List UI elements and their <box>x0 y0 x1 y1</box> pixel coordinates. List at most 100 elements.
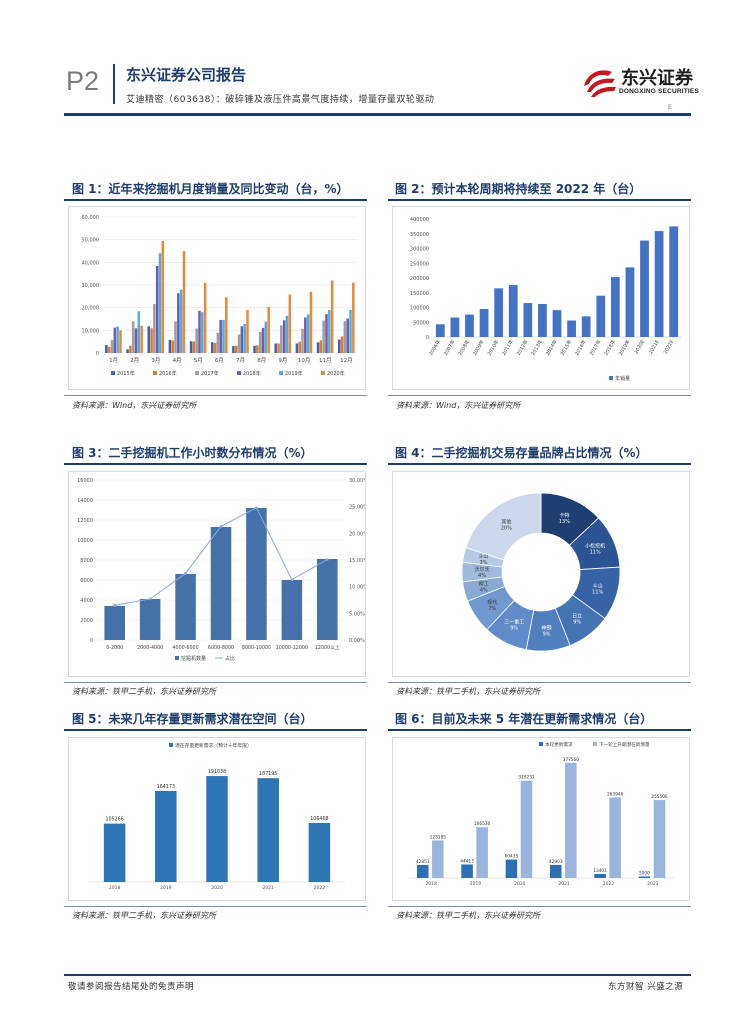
figure-2-title: 图 2：预计本轮周期将持续至 2022 年（台） <box>395 182 642 196</box>
y2-tick-label: 20.00% <box>349 531 365 537</box>
figure-4-source-rule <box>388 682 691 683</box>
x-tick-label: 2000-4000 <box>137 645 163 651</box>
bar <box>567 320 576 337</box>
report-subtitle: 艾迪精密（603638）：破碎锤及液压件高景气度持续，增量存量双轮驱动 <box>126 95 435 105</box>
figure-2-chart: 0 50000 100000 150000 200000 250000 300000 3500… <box>392 206 690 390</box>
bar <box>225 297 228 353</box>
x-tick-label: 2022 <box>603 881 615 887</box>
x-tick-label: 2012年 <box>515 338 530 356</box>
data-label: 105266 <box>105 817 123 823</box>
legend-label: 下一轮上升期潜在新增量 <box>599 741 650 748</box>
figure-3-chart: 0 2000 4000 6000 8000 10000 12000 14000 16000 0.0… <box>68 471 368 677</box>
y-tick-label: 0 <box>96 351 99 357</box>
x-tick-label: 1月 <box>109 357 118 364</box>
figure-3-source: 资料来源：铁甲二手机，东兴证券研究所 <box>72 687 216 696</box>
bar <box>246 309 249 353</box>
x-tick-label: 2月 <box>130 357 139 364</box>
figure-4-chart: 卡特 13% 小松挖机 11% 斗山 11% 日立 9% 神钢 9% 三一重工 9% 现代 7% 柳工 4% 沃… <box>392 471 690 677</box>
figure-5-chart: 潜在存量更新需求（预计十年年限） 105266 2018 164173 2019 1910… <box>68 737 366 901</box>
legend-swatch <box>153 371 157 375</box>
figure-2-source: 资料来源：Wind，东兴证券研究所 <box>396 401 521 410</box>
y-tick-label: 200000 <box>410 276 429 282</box>
bar <box>328 309 331 353</box>
bar <box>282 320 286 353</box>
bar <box>198 310 201 353</box>
bar <box>140 325 143 353</box>
report-type-title: 东兴证券公司报告 <box>126 66 247 84</box>
legend-label: 挖掘机数量 <box>181 655 206 662</box>
bar <box>280 325 283 353</box>
bar <box>596 295 606 337</box>
x-tick-label: 8000-10000 <box>242 645 271 651</box>
x-tick-label: 2018 <box>109 885 121 891</box>
slice-value: 4% <box>480 588 488 594</box>
bar <box>258 331 262 353</box>
x-tick-label: 2016年 <box>573 338 588 356</box>
data-label: 263946 <box>607 791 624 797</box>
data-label: 187195 <box>259 771 277 777</box>
bar <box>177 293 180 353</box>
footer-rule <box>64 974 691 976</box>
figure-5-title: 图 5：未来几年存量更新需求潜在空间（台） <box>72 712 313 726</box>
x-tick-label: 2022 <box>314 885 326 891</box>
bar <box>520 780 533 878</box>
bar <box>330 280 334 353</box>
x-tick-label: 10000-12000 <box>276 645 308 651</box>
bar <box>155 265 159 353</box>
bar <box>343 321 347 353</box>
bar <box>654 231 664 337</box>
bar <box>298 341 301 353</box>
data-label: 60435 <box>505 854 519 860</box>
slice-value: 11% <box>590 550 601 556</box>
legend-label: 2015年 <box>117 370 135 377</box>
y-tick-label: 400000 <box>410 217 429 223</box>
bar <box>179 289 183 353</box>
line-point <box>325 558 329 561</box>
data-label: 191038 <box>208 769 226 775</box>
bar <box>337 339 341 353</box>
x-tick-label: 11月 <box>319 357 332 364</box>
legend-swatch <box>321 371 325 375</box>
legend-swatch <box>195 371 199 375</box>
figure-1-chart: 0 10,000 20,000 30,000 40,000 50,000 60,000 1月 2… <box>68 206 366 390</box>
slice-value: 13% <box>559 519 570 525</box>
slice-value: 4% <box>478 573 486 579</box>
bar <box>131 321 135 353</box>
data-label: 123185 <box>430 834 447 840</box>
bar <box>494 288 504 337</box>
bar <box>232 345 235 353</box>
y2-tick-label: 15.00% <box>349 558 365 564</box>
y2-tick-label: 25.00% <box>349 505 365 511</box>
figure-4-source: 资料来源：铁甲二手机，东兴证券研究所 <box>396 687 540 696</box>
legend-swatch <box>175 656 179 660</box>
figure-6-svg: 本轮更新需求 下一轮上升期潜在新增量 42851 44413 60435 42903 134… <box>409 741 675 887</box>
bar <box>253 345 256 353</box>
slice-label: 柳工 <box>479 581 489 588</box>
bar <box>565 762 577 878</box>
footer-disclaimer: 敬请参阅报告结尾处的免责声明 <box>68 982 195 992</box>
company-logo: 东兴证券 DONGXING SECURITIES <box>581 64 721 100</box>
x-tick-label: 2017年 <box>588 338 603 356</box>
x-tick-label: 2010年 <box>486 338 501 356</box>
figure-5-source: 资料来源：铁甲二手机，东兴证券研究所 <box>72 911 216 920</box>
legend-swatch <box>169 743 173 747</box>
data-label: 42903 <box>549 859 563 865</box>
bar <box>113 327 117 353</box>
x-tick-label: 2006年 <box>427 338 442 356</box>
x-tick-label: 4月 <box>173 357 182 364</box>
bar <box>319 340 323 353</box>
x-tick-label: 2018 <box>425 881 437 887</box>
slice-value: 9% <box>510 626 518 632</box>
y-tick-label: 250000 <box>410 261 429 267</box>
figure-3-svg: 0 2000 4000 6000 8000 10000 12000 14000 16000 0.0… <box>77 478 368 662</box>
bar <box>175 574 196 640</box>
slice-value: 11% <box>592 589 603 595</box>
bar <box>479 308 489 337</box>
bar <box>243 323 246 353</box>
legend-label: 潜在存量更新需求（预计十年年限） <box>175 742 252 749</box>
slice-label: 其他 <box>501 518 511 525</box>
bar <box>257 778 279 882</box>
header-rule <box>64 113 691 116</box>
figure-6-title: 图 6：目前及未来 5 年潜在更新需求情况（台） <box>395 712 653 726</box>
bar <box>161 241 165 353</box>
